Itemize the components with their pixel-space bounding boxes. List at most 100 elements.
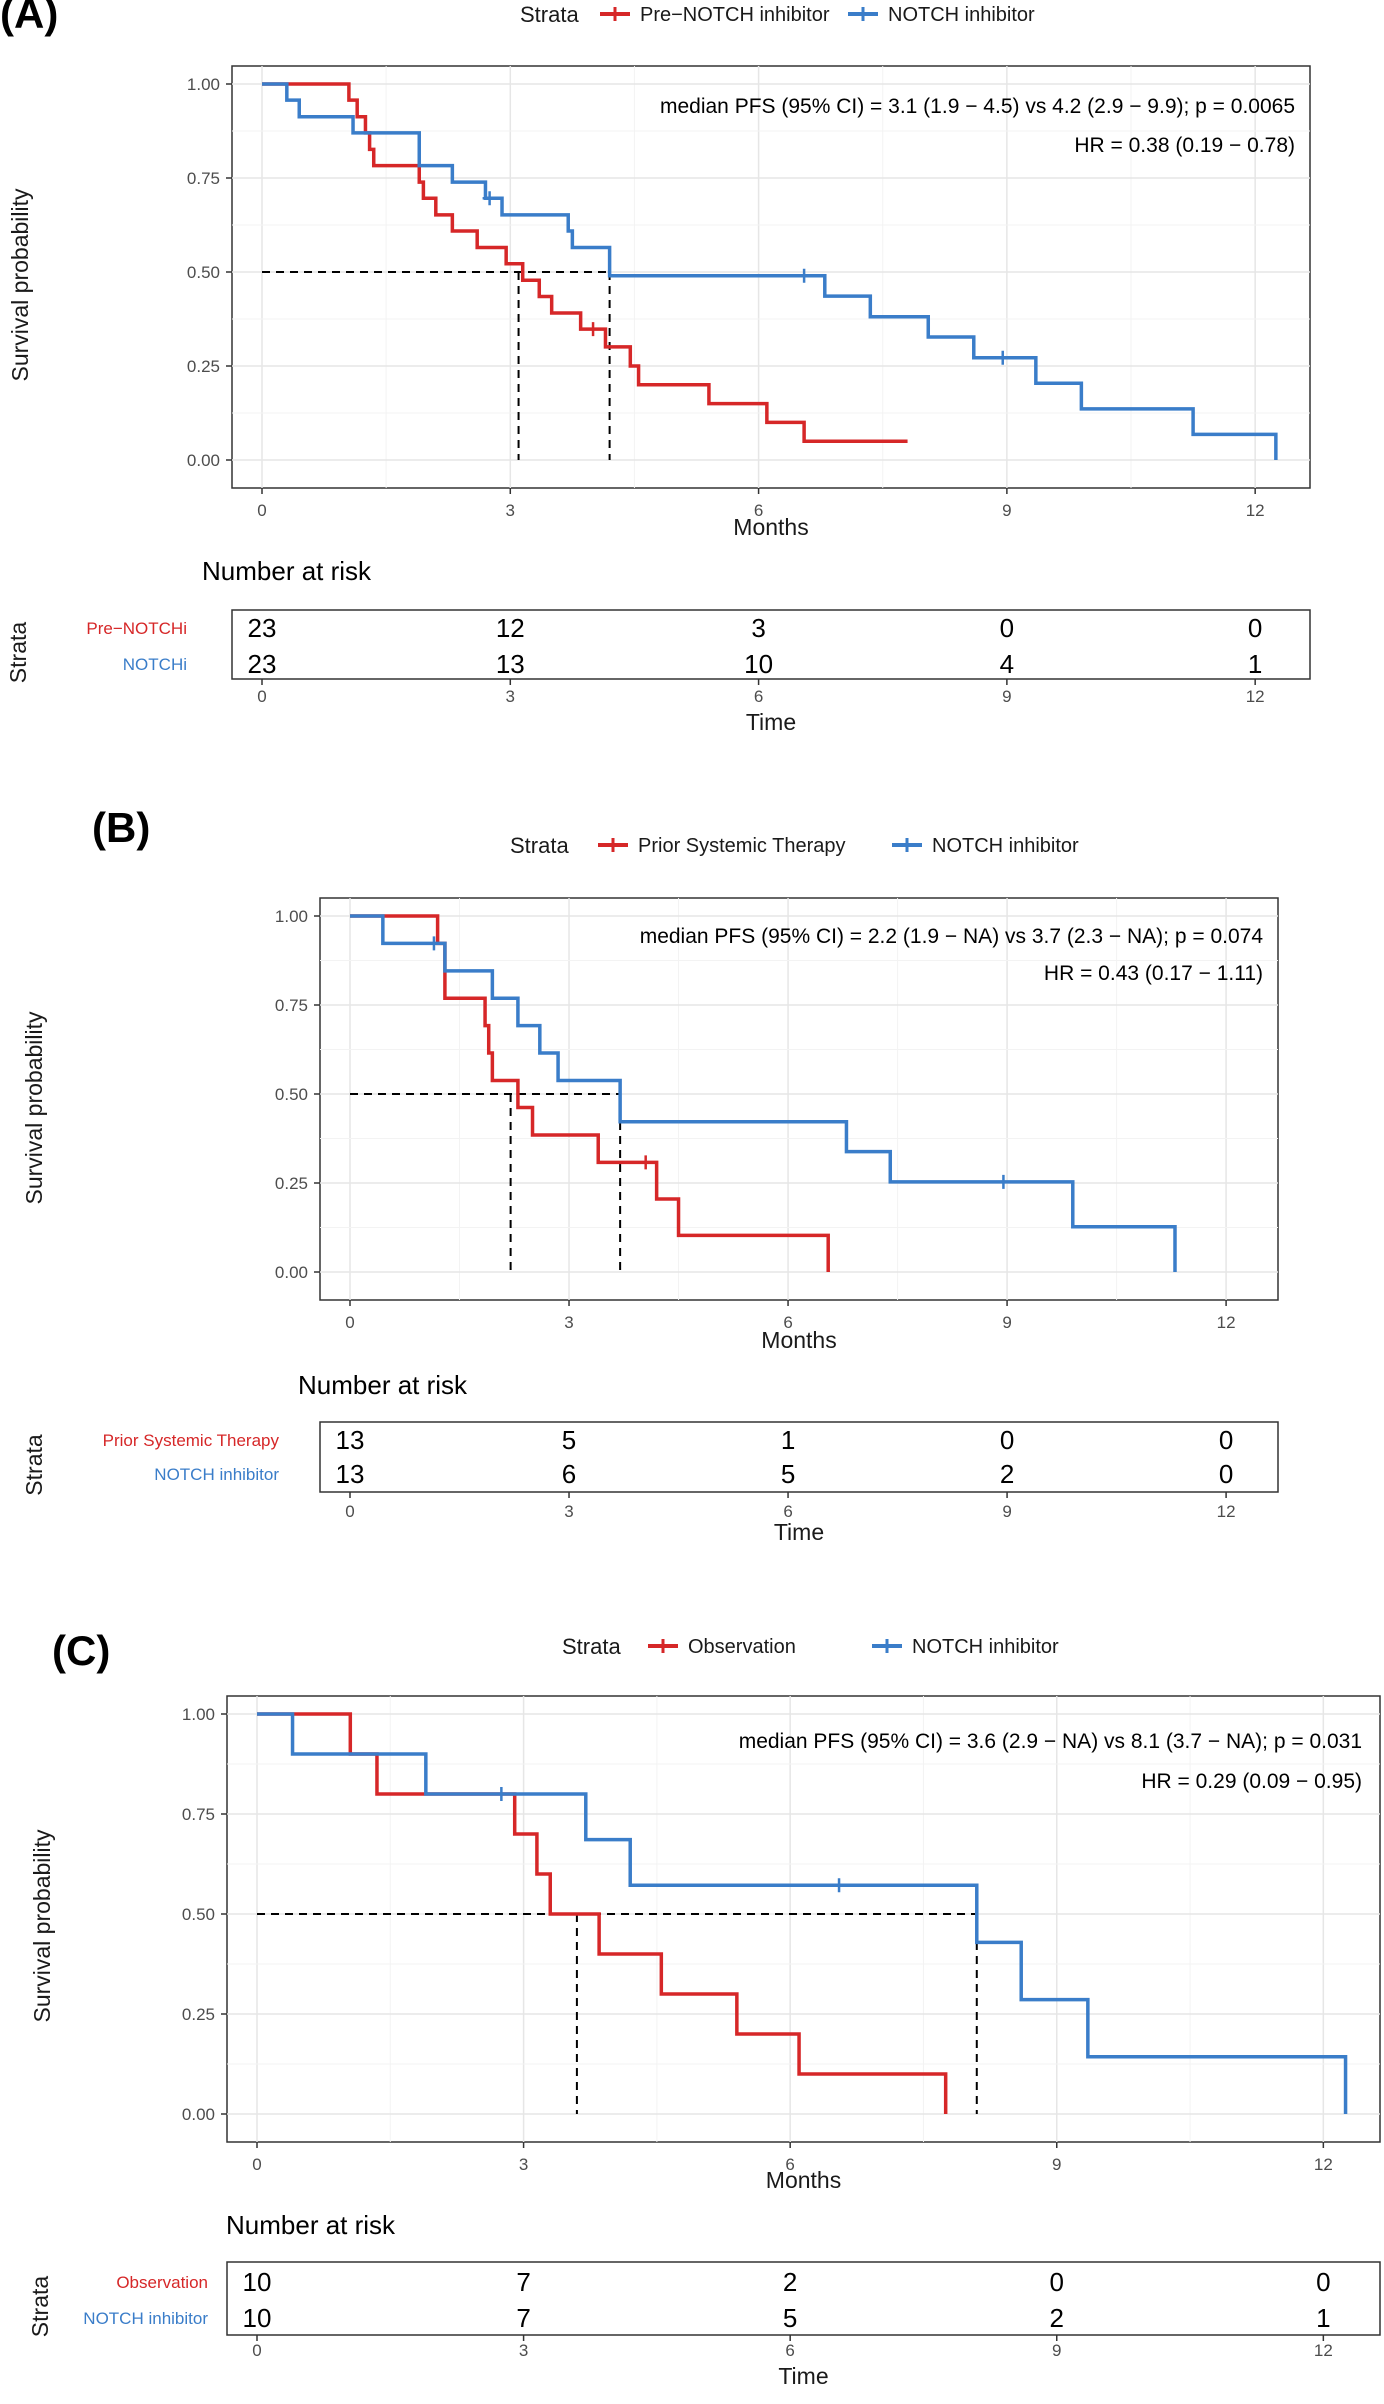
risk-count: 10 — [243, 2303, 272, 2333]
risk-table-title: Number at risk — [298, 1370, 468, 1400]
censor-mark — [995, 350, 1010, 365]
risk-count: 13 — [336, 1459, 365, 1489]
risk-count: 7 — [516, 2267, 530, 2297]
time-tick-label: 0 — [345, 1502, 354, 1521]
annotation-median-pfs: median PFS (95% CI) = 3.6 (2.9 − NA) vs … — [739, 1730, 1362, 1753]
time-tick-label: 6 — [783, 1502, 792, 1521]
legend: Strata Observation NOTCH inhibitor — [562, 1634, 1059, 1659]
panel-a: (A) Strata Pre−NOTCH inhibitor NOTCH inhibi… — [0, 0, 1311, 735]
annotation-hazard-ratio: HR = 0.29 (0.09 − 0.95) — [1141, 1770, 1362, 1793]
x-axis-label: Months — [761, 1327, 836, 1353]
risk-strata-label: Strata — [5, 622, 31, 684]
legend-title: Strata — [562, 1634, 621, 1659]
km-curve — [262, 82, 908, 443]
legend: Strata Pre−NOTCH inhibitor NOTCH inhibitor — [520, 2, 1035, 27]
y-tick-label: 0.50 — [182, 1905, 215, 1924]
risk-strata-label: Strata — [21, 1434, 47, 1496]
risk-count: 12 — [496, 613, 525, 643]
risk-table: Number at risk Strata Observation 10 7 2 0 0 NOT… — [27, 2210, 1381, 2389]
risk-count: 5 — [562, 1425, 576, 1455]
time-tick-label: 12 — [1217, 1502, 1236, 1521]
time-tick-label: 0 — [257, 687, 266, 706]
legend-label: Observation — [688, 1636, 796, 1658]
risk-strata-label: Strata — [27, 2276, 53, 2338]
y-tick-label: 1.00 — [275, 907, 308, 926]
risk-count: 1 — [1316, 2303, 1330, 2333]
y-tick-label: 0.00 — [275, 1263, 308, 1282]
x-tick-label: 9 — [1052, 2155, 1061, 2174]
y-tick-label: 0.00 — [182, 2105, 215, 2124]
y-axis-label: Survival probability — [29, 1829, 55, 2023]
x-tick-label: 3 — [506, 501, 515, 520]
panel-tag: (A) — [0, 0, 58, 37]
risk-count: 2 — [783, 2267, 797, 2297]
risk-row-label: NOTCH inhibitor — [154, 1465, 279, 1484]
risk-count: 2 — [1050, 2303, 1064, 2333]
panel-tag: (C) — [52, 1627, 110, 1674]
x-tick-label: 12 — [1217, 1313, 1236, 1332]
y-axis-label: Survival probability — [21, 1011, 47, 1205]
x-tick-label: 0 — [252, 2155, 261, 2174]
x-tick-label: 12 — [1314, 2155, 1333, 2174]
time-tick-label: 3 — [519, 2341, 528, 2360]
risk-table-frame — [231, 609, 1311, 680]
risk-count: 4 — [1000, 649, 1014, 679]
km-curve — [350, 914, 1177, 1272]
time-tick-label: 9 — [1002, 687, 1011, 706]
censor-mark — [996, 1174, 1011, 1189]
y-tick-label: 0.75 — [182, 1805, 215, 1824]
risk-count: 2 — [1000, 1459, 1014, 1489]
time-tick-label: 12 — [1246, 687, 1265, 706]
y-tick-label: 0.50 — [275, 1085, 308, 1104]
legend-label: NOTCH inhibitor — [912, 1636, 1059, 1658]
censor-mark — [586, 322, 601, 337]
censor-mark — [638, 1155, 653, 1170]
time-axis-label: Time — [778, 2363, 828, 2389]
risk-count: 5 — [781, 1459, 795, 1489]
km-curve — [262, 82, 1278, 460]
time-tick-label: 9 — [1002, 1502, 1011, 1521]
risk-count: 0 — [1000, 1425, 1014, 1455]
time-tick-label: 9 — [1052, 2341, 1061, 2360]
risk-count: 5 — [783, 2303, 797, 2333]
x-tick-label: 9 — [1002, 1313, 1011, 1332]
risk-count: 13 — [336, 1425, 365, 1455]
annotation-hazard-ratio: HR = 0.43 (0.17 − 1.11) — [1044, 962, 1263, 985]
x-tick-label: 6 — [785, 2155, 794, 2174]
risk-row-label: Observation — [116, 2273, 208, 2292]
annotation-median-pfs: median PFS (95% CI) = 3.1 (1.9 − 4.5) vs… — [660, 95, 1295, 118]
risk-table-title: Number at risk — [226, 2210, 396, 2240]
censor-mark — [494, 1787, 509, 1801]
x-tick-label: 0 — [257, 501, 266, 520]
risk-count: 7 — [516, 2303, 530, 2333]
x-tick-label: 3 — [564, 1313, 573, 1332]
x-axis-label: Months — [766, 2167, 841, 2193]
risk-row-label: NOTCH inhibitor — [83, 2309, 208, 2328]
annotation-hazard-ratio: HR = 0.38 (0.19 − 0.78) — [1074, 134, 1295, 157]
km-curve — [257, 1712, 948, 2114]
censor-mark — [832, 1878, 847, 1893]
y-tick-label: 0.75 — [187, 169, 220, 188]
y-tick-label: 1.00 — [187, 75, 220, 94]
legend-title: Strata — [520, 2, 579, 27]
x-tick-label: 12 — [1246, 501, 1265, 520]
censor-mark — [482, 191, 497, 206]
risk-table-frame — [226, 2261, 1381, 2336]
legend-label: NOTCH inhibitor — [932, 835, 1079, 857]
y-tick-label: 0.50 — [187, 263, 220, 282]
y-tick-label: 0.25 — [182, 2005, 215, 2024]
legend-label: Prior Systemic Therapy — [638, 835, 845, 857]
legend-title: Strata — [510, 833, 569, 858]
risk-count: 3 — [751, 613, 765, 643]
censor-mark — [797, 268, 812, 283]
x-tick-label: 3 — [519, 2155, 528, 2174]
time-tick-label: 0 — [252, 2341, 261, 2360]
risk-count: 1 — [1248, 649, 1262, 679]
plot-panel — [319, 897, 1279, 1301]
risk-count: 0 — [1248, 613, 1262, 643]
risk-count: 0 — [1316, 2267, 1330, 2297]
risk-count: 10 — [243, 2267, 272, 2297]
time-axis-label: Time — [774, 1519, 824, 1545]
